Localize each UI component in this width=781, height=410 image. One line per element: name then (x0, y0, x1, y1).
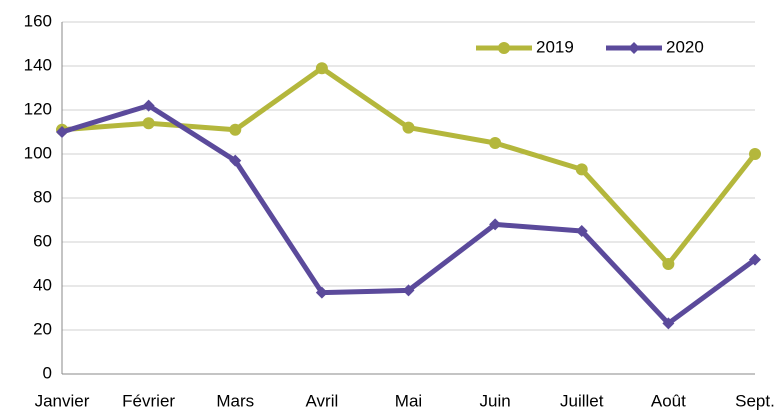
point (315, 62, 328, 75)
legend-marker (498, 42, 510, 54)
point (142, 99, 155, 112)
x-tick-label: Août (651, 391, 686, 410)
point (489, 137, 502, 149)
legend-label: 2020 (666, 37, 704, 56)
point (749, 148, 761, 160)
y-tick-label: 40 (33, 275, 52, 294)
x-tick-label: Janvier (35, 391, 90, 410)
point (489, 218, 502, 231)
point (229, 123, 242, 136)
point (662, 317, 675, 330)
point (575, 225, 588, 237)
point (402, 121, 415, 134)
y-tick-label: 140 (24, 55, 52, 74)
point (575, 163, 588, 176)
legend-label: 2019 (536, 37, 574, 56)
y-tick-label: 60 (33, 231, 52, 250)
point (749, 253, 761, 266)
y-tick-label: 100 (24, 143, 52, 162)
x-tick-label: Février (122, 391, 175, 410)
y-tick-label: 20 (33, 319, 52, 338)
series-line (61, 65, 757, 267)
point (142, 117, 155, 130)
y-tick-label: 80 (33, 187, 52, 206)
point (662, 258, 675, 270)
y-tick-label: 0 (43, 363, 52, 382)
x-tick-label: Sept. (735, 391, 775, 410)
y-tick-label: 160 (24, 11, 52, 30)
x-tick-label: Juillet (560, 391, 604, 410)
point (229, 154, 242, 167)
legend-marker (628, 42, 640, 54)
x-tick-label: Mars (216, 391, 254, 410)
x-tick-label: Juin (480, 391, 511, 410)
x-tick-label: Mai (395, 391, 422, 410)
point (56, 126, 68, 138)
y-tick-label: 120 (24, 99, 52, 118)
x-tick-label: Avril (306, 391, 339, 410)
point (402, 284, 415, 297)
point (315, 286, 328, 299)
